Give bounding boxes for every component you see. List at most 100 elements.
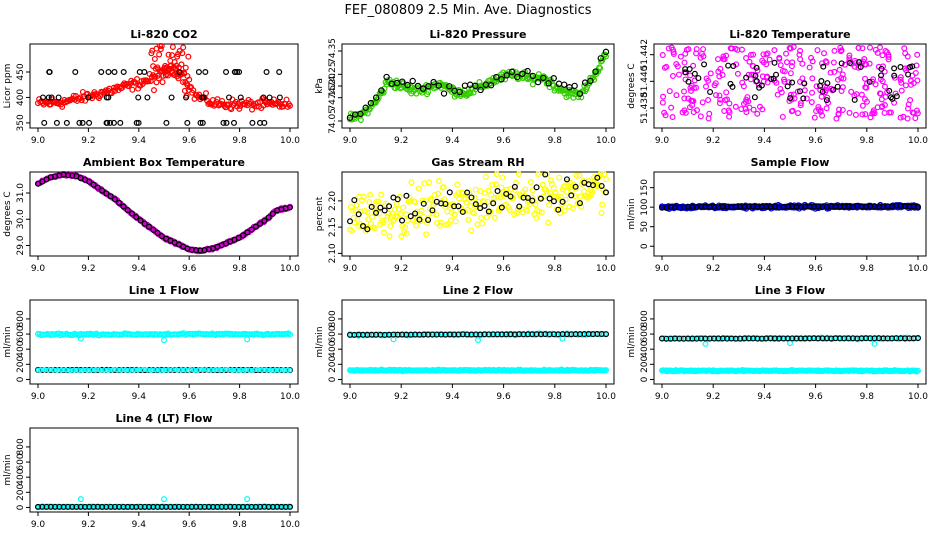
y-axis-label: ml/min — [3, 326, 13, 357]
data-point — [522, 186, 529, 193]
x-tick-label: 9.0 — [31, 520, 46, 530]
data-point — [545, 219, 552, 226]
data-point — [257, 220, 264, 227]
panel-title: Li-820 CO2 — [130, 28, 197, 41]
data-point — [697, 113, 704, 120]
data-point — [686, 104, 693, 111]
data-point — [698, 50, 705, 57]
x-tick-label: 9.4 — [132, 136, 147, 146]
data-point — [679, 109, 686, 116]
x-tick-label: 9.2 — [394, 136, 408, 146]
data-point — [529, 72, 537, 80]
data-point — [181, 87, 188, 94]
data-point-outlier — [244, 336, 251, 343]
y-tick-label: 51.438 — [640, 92, 650, 124]
data-point — [413, 222, 420, 229]
x-tick-label: 9.0 — [655, 136, 670, 146]
data-point — [170, 71, 177, 78]
y-tick-label: 150 — [640, 179, 650, 196]
data-point — [703, 83, 710, 90]
data-point — [415, 185, 422, 192]
y-tick-label: 2.20 — [328, 191, 338, 211]
data-point — [725, 62, 732, 69]
data-point — [693, 50, 700, 57]
data-point — [789, 107, 796, 114]
data-point-outlier — [161, 337, 168, 344]
x-tick-label: 9.2 — [81, 264, 95, 274]
data-point — [797, 88, 804, 95]
y-tick-label: 29.0 — [16, 235, 26, 255]
data-point — [117, 119, 124, 126]
data-point — [470, 210, 477, 217]
data-point — [256, 119, 263, 126]
data-point — [817, 107, 824, 114]
data-point — [753, 78, 760, 85]
data-point — [714, 56, 721, 63]
data-point — [452, 218, 459, 225]
data-point — [893, 93, 900, 100]
x-tick-label: 9.6 — [496, 136, 511, 146]
y-tick-label: 74.25 — [328, 61, 338, 87]
data-point — [680, 88, 687, 95]
x-tick-label: 10.0 — [280, 392, 300, 402]
data-point — [687, 72, 694, 79]
data-point — [602, 48, 610, 56]
data-point — [819, 88, 826, 95]
data-point — [437, 219, 444, 226]
x-tick-label: 9.8 — [860, 136, 875, 146]
data-point — [859, 102, 866, 109]
x-tick-label: 9.0 — [31, 136, 46, 146]
data-point — [851, 92, 858, 99]
x-tick-label: 9.2 — [81, 136, 95, 146]
data-point — [898, 87, 905, 94]
data-point — [747, 51, 754, 58]
data-point — [380, 219, 387, 226]
data-point — [673, 92, 680, 99]
data-point — [41, 119, 48, 126]
data-point — [661, 64, 668, 71]
data-point — [372, 94, 380, 101]
data-point — [777, 62, 784, 69]
y-tick-label: 400 — [16, 89, 26, 106]
data-point — [435, 82, 443, 89]
data-point — [46, 68, 53, 75]
data-point — [103, 94, 110, 101]
data-point — [540, 74, 547, 82]
data-point — [269, 210, 276, 217]
y-tick-label: 0 — [16, 504, 26, 510]
data-point — [260, 94, 267, 101]
data-point — [754, 67, 761, 74]
data-point — [835, 110, 842, 117]
data-point — [659, 99, 666, 106]
data-point — [836, 66, 843, 73]
data-point — [846, 52, 853, 59]
data-point — [482, 174, 489, 181]
data-point — [532, 201, 539, 208]
panel-title: Line 2 Flow — [443, 284, 513, 297]
data-point — [820, 63, 827, 70]
data-point — [803, 95, 810, 102]
x-tick-label: 9.4 — [757, 264, 772, 274]
data-point — [666, 88, 673, 95]
data-point — [465, 216, 472, 223]
data-point — [751, 94, 758, 101]
data-point — [818, 78, 825, 85]
data-point — [569, 187, 576, 194]
data-point — [768, 76, 775, 83]
data-point — [454, 181, 461, 188]
data-point — [234, 68, 241, 75]
data-point — [904, 115, 911, 122]
data-point — [399, 217, 406, 224]
data-point — [155, 75, 162, 82]
data-point — [120, 68, 127, 75]
data-point — [796, 51, 803, 58]
data-point — [545, 80, 552, 87]
data-point — [380, 229, 387, 236]
x-tick-label: 9.0 — [343, 264, 358, 274]
data-point — [771, 59, 778, 66]
x-tick-label: 9.8 — [548, 264, 563, 274]
data-point — [823, 97, 830, 104]
data-point — [118, 84, 125, 91]
data-point — [403, 230, 410, 237]
series-avg — [346, 48, 610, 121]
